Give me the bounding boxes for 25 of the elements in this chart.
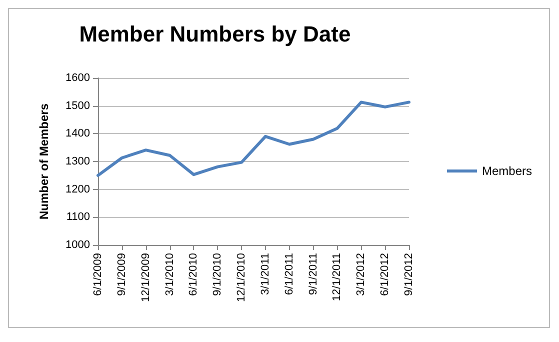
x-tick-label: 6/1/2009: [92, 253, 104, 296]
y-tick-label: 1500: [66, 100, 90, 112]
x-tick-label: 9/1/2011: [307, 253, 320, 296]
legend-label: Members: [482, 164, 532, 178]
x-tick-label: 9/1/2010: [212, 253, 224, 296]
x-tick-label: 9/1/2009: [116, 253, 128, 296]
x-tick-label: 12/1/2011: [331, 253, 344, 302]
y-axis-title: Number of Members: [37, 103, 51, 220]
line-series: [96, 100, 410, 177]
y-tick-label: 1200: [66, 183, 90, 196]
y-tick-label: 1100: [66, 211, 90, 224]
x-tick-label: 6/1/2011: [283, 253, 296, 296]
x-tick-label: 12/1/2009: [140, 253, 152, 302]
x-tick-label: 9/1/2012: [403, 253, 415, 296]
x-tick-label: 3/1/2011: [259, 253, 272, 296]
y-tick-label: 1300: [66, 156, 90, 168]
x-tick-label: 3/1/2012: [355, 253, 368, 296]
y-tick-label: 1600: [66, 72, 90, 84]
x-tick-label: 12/1/2010: [236, 253, 248, 302]
y-tick-label: 1000: [66, 239, 90, 251]
x-tick-label: 6/1/2010: [188, 253, 200, 296]
y-tick-label: 1400: [66, 128, 90, 140]
x-tick-label: 6/1/2012: [379, 253, 392, 296]
x-tick-label: 3/1/2010: [164, 253, 176, 296]
chart-title: Member Numbers by Date: [79, 22, 351, 46]
